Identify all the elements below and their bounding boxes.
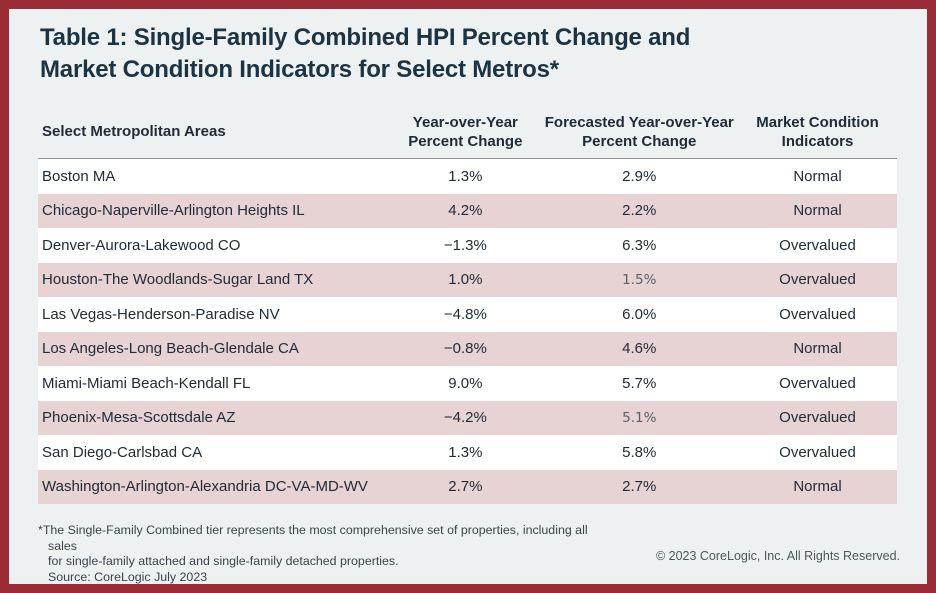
metro-cell: Los Angeles-Long Beach-Glendale CA xyxy=(42,340,299,358)
yoy-cell: 1.0% xyxy=(448,271,483,289)
yoy-cell: 4.2% xyxy=(448,202,483,220)
forecast-cell: 1.5% xyxy=(622,271,657,288)
forecast-cell: 6.0% xyxy=(622,305,657,323)
forecast-cell: 6.3% xyxy=(622,236,657,254)
table-row: Miami-Miami Beach-Kendall FL 9.0% 5.7% O… xyxy=(38,366,897,401)
indicator-cell: Overvalued xyxy=(779,443,856,461)
forecast-cell: 4.6% xyxy=(622,340,657,358)
metro-cell: Miami-Miami Beach-Kendall FL xyxy=(42,374,251,392)
indicator-cell: Overvalued xyxy=(779,271,856,289)
copyright-notice: © 2023 CoreLogic, Inc. All Rights Reserv… xyxy=(655,549,900,563)
column-header-metros: Select Metropolitan Areas xyxy=(42,123,226,140)
table-row: Los Angeles-Long Beach-Glendale CA −0.8%… xyxy=(38,331,897,366)
footnote: *The Single-Family Combined tier represe… xyxy=(38,523,588,585)
table-row: Denver-Aurora-Lakewood CO −1.3% 6.3% Ove… xyxy=(38,228,897,263)
yoy-cell: −1.3% xyxy=(443,236,487,254)
yoy-cell: 1.3% xyxy=(448,443,483,461)
indicator-cell: Overvalued xyxy=(779,374,856,392)
indicator-cell: Overvalued xyxy=(779,305,856,323)
metro-cell: Las Vegas-Henderson-Paradise NV xyxy=(42,305,280,323)
indicator-cell: Normal xyxy=(793,340,842,358)
forecast-cell: 2.9% xyxy=(622,167,657,185)
table-row: Las Vegas-Henderson-Paradise NV −4.8% 6.… xyxy=(38,297,897,332)
yoy-cell: −0.8% xyxy=(443,340,487,358)
table-body: Boston MA 1.3% 2.9% Normal Chicago-Naper… xyxy=(38,159,897,504)
column-header-yoy: Year-over-Year Percent Change xyxy=(408,113,523,150)
metro-cell: Houston-The Woodlands-Sugar Land TX xyxy=(42,271,314,289)
yoy-cell: 2.7% xyxy=(448,478,483,496)
table-row: Washington-Arlington-Alexandria DC-VA-MD… xyxy=(38,469,897,504)
metro-cell: San Diego-Carlsbad CA xyxy=(42,443,203,461)
metro-cell: Washington-Arlington-Alexandria DC-VA-MD… xyxy=(42,478,368,496)
forecast-cell: 5.7% xyxy=(622,374,657,392)
table-row: Houston-The Woodlands-Sugar Land TX 1.0%… xyxy=(38,262,897,297)
indicator-cell: Normal xyxy=(793,202,842,220)
page-title: Table 1: Single-Family Combined HPI Perc… xyxy=(40,24,691,83)
table-row: San Diego-Carlsbad CA 1.3% 5.8% Overvalu… xyxy=(38,435,897,470)
column-header-forecast: Forecasted Year-over-Year Percent Change xyxy=(544,113,734,150)
yoy-cell: 9.0% xyxy=(448,374,483,392)
forecast-cell: 2.7% xyxy=(622,478,657,496)
table-header-row: Select Metropolitan Areas Year-over-Year… xyxy=(38,105,897,158)
column-header-indicator: Market Condition Indicators xyxy=(756,113,879,150)
data-table: Select Metropolitan Areas Year-over-Year… xyxy=(38,105,897,504)
yoy-cell: −4.8% xyxy=(443,305,487,323)
metro-cell: Phoenix-Mesa-Scottsdale AZ xyxy=(42,409,236,427)
table-row: Chicago-Naperville-Arlington Heights IL … xyxy=(38,193,897,228)
indicator-cell: Overvalued xyxy=(779,409,856,427)
header-divider-line xyxy=(38,158,897,159)
forecast-cell: 5.8% xyxy=(622,443,657,461)
metro-cell: Denver-Aurora-Lakewood CO xyxy=(42,236,241,254)
yoy-cell: −4.2% xyxy=(443,409,487,427)
indicator-cell: Overvalued xyxy=(779,236,856,254)
yoy-cell: 1.3% xyxy=(448,167,483,185)
metro-cell: Chicago-Naperville-Arlington Heights IL xyxy=(42,202,305,220)
forecast-cell: 2.2% xyxy=(622,202,657,220)
metro-cell: Boston MA xyxy=(42,167,116,185)
indicator-cell: Normal xyxy=(793,478,842,496)
forecast-cell: 5.1% xyxy=(622,409,657,426)
table-row: Boston MA 1.3% 2.9% Normal xyxy=(38,159,897,194)
indicator-cell: Normal xyxy=(793,167,842,185)
table-row: Phoenix-Mesa-Scottsdale AZ −4.2% 5.1% Ov… xyxy=(38,400,897,435)
